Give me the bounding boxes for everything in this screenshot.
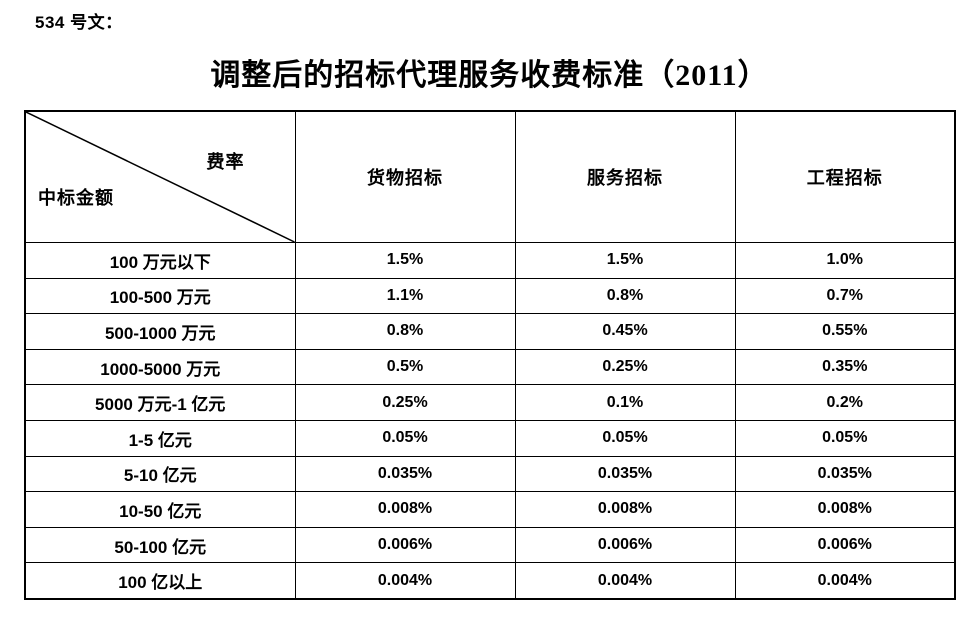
row-label-cell: 1000-5000 万元	[24, 348, 296, 386]
row-label-cell: 100-500 万元	[24, 277, 296, 315]
rate-cell: 0.2%	[734, 384, 956, 421]
table-row: 100-500 万元 1.1% 0.8% 0.7%	[24, 277, 956, 315]
table-row: 1-5 亿元 0.05% 0.05% 0.05%	[24, 419, 956, 457]
rate-cell: 1.5%	[294, 242, 516, 279]
table-header-row: 费率 中标金额 货物招标 服务招标 工程招标	[24, 110, 956, 243]
rate-cell: 0.05%	[514, 419, 736, 457]
rate-cell: 1.1%	[294, 277, 516, 315]
rate-cell: 0.035%	[514, 455, 736, 493]
rate-cell: 0.1%	[514, 384, 736, 421]
fee-rate-table: 费率 中标金额 货物招标 服务招标 工程招标 100 万元以下 1.5% 1.5…	[24, 110, 956, 600]
table-row: 5-10 亿元 0.035% 0.035% 0.035%	[24, 455, 956, 493]
rate-cell: 0.7%	[734, 277, 956, 315]
rate-cell: 0.008%	[734, 491, 956, 528]
rate-cell: 0.8%	[294, 313, 516, 350]
table-row: 1000-5000 万元 0.5% 0.25% 0.35%	[24, 348, 956, 386]
table-row: 5000 万元-1 亿元 0.25% 0.1% 0.2%	[24, 384, 956, 421]
rate-cell: 1.5%	[514, 242, 736, 279]
rate-cell: 0.008%	[294, 491, 516, 528]
rate-cell: 0.004%	[514, 562, 736, 600]
rate-cell: 0.05%	[734, 419, 956, 457]
table-row: 10-50 亿元 0.008% 0.008% 0.008%	[24, 491, 956, 528]
row-label-cell: 50-100 亿元	[24, 526, 296, 564]
rate-cell: 0.55%	[734, 313, 956, 350]
rate-cell: 0.035%	[734, 455, 956, 493]
row-label-cell: 5000 万元-1 亿元	[24, 384, 296, 421]
diagonal-corner-cell: 费率 中标金额	[24, 110, 296, 243]
rate-cell: 0.5%	[294, 348, 516, 386]
row-label-cell: 1-5 亿元	[24, 419, 296, 457]
rate-cell: 0.004%	[294, 562, 516, 600]
table-row: 100 亿以上 0.004% 0.004% 0.004%	[24, 562, 956, 600]
rate-cell: 0.25%	[514, 348, 736, 386]
rate-cell: 0.45%	[514, 313, 736, 350]
page-title: 调整后的招标代理服务收费标准（2011）	[210, 59, 769, 92]
table-row: 50-100 亿元 0.006% 0.006% 0.006%	[24, 526, 956, 564]
row-label-cell: 500-1000 万元	[24, 313, 296, 350]
rate-cell: 0.8%	[514, 277, 736, 315]
rate-cell: 0.004%	[734, 562, 956, 600]
row-label-cell: 10-50 亿元	[24, 491, 296, 528]
rate-cell: 0.008%	[514, 491, 736, 528]
rate-cell: 0.35%	[734, 348, 956, 386]
rate-cell: 1.0%	[734, 242, 956, 279]
column-header-goods: 货物招标	[294, 110, 516, 243]
rate-cell: 0.006%	[514, 526, 736, 564]
row-label-cell: 100 亿以上	[24, 562, 296, 600]
row-label-cell: 100 万元以下	[24, 242, 296, 279]
rate-cell: 0.05%	[294, 419, 516, 457]
corner-label-amount: 中标金额	[38, 188, 114, 208]
column-header-service: 服务招标	[514, 110, 736, 243]
corner-label-rate: 费率	[206, 152, 245, 172]
rate-cell: 0.25%	[294, 384, 516, 421]
row-label-cell: 5-10 亿元	[24, 455, 296, 493]
rate-cell: 0.035%	[294, 455, 516, 493]
table-row: 100 万元以下 1.5% 1.5% 1.0%	[24, 242, 956, 279]
table-row: 500-1000 万元 0.8% 0.45% 0.55%	[24, 313, 956, 350]
column-header-engineering: 工程招标	[734, 110, 956, 243]
doc-number: 534 号文：	[35, 13, 123, 32]
diagonal-line	[26, 112, 295, 242]
rate-cell: 0.006%	[294, 526, 516, 564]
rate-cell: 0.006%	[734, 526, 956, 564]
